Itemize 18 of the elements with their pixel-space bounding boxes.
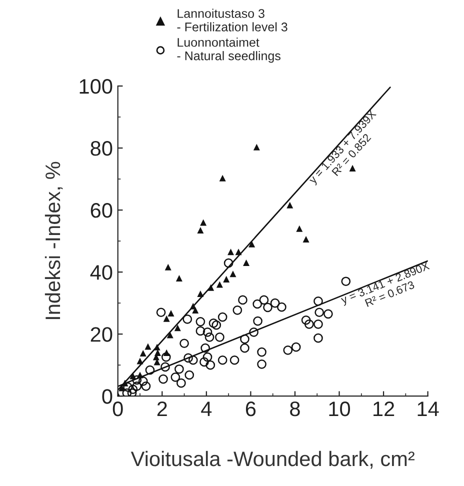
y-tick-label: 20 (90, 327, 112, 342)
x-tick-label: 6 (246, 402, 256, 416)
y-tick-label: 60 (90, 203, 112, 218)
y-tick-label: 100 (80, 79, 112, 94)
x-tick-label: 2 (157, 402, 167, 416)
legend-label: Lannoitustaso 3 - Fertilization level 3 (177, 8, 288, 32)
x-tick-label: 10 (329, 402, 350, 416)
x-tick-label: 4 (201, 402, 212, 416)
y-tick-label: 80 (90, 141, 112, 156)
y-axis-title: Indeksi -Index, % (44, 162, 63, 320)
x-tick-label: 0 (112, 402, 123, 416)
x-axis-title: Vioitusala -Wounded bark, cm² (130, 450, 414, 469)
x-tick-label: 8 (290, 402, 300, 416)
x-tick-label: 14 (418, 402, 439, 416)
y-tick-label: 40 (90, 265, 112, 280)
legend-label: Luonnontaimet - Natural seedlings (177, 38, 280, 63)
x-tick-label: 12 (374, 402, 394, 416)
y-tick-label: 0 (102, 389, 112, 404)
